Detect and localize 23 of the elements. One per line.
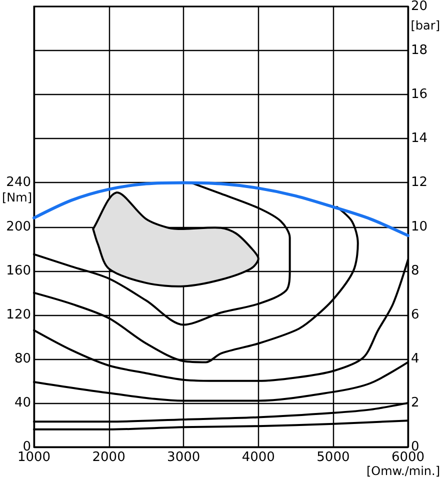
- y2-tick-label: 14: [411, 131, 428, 146]
- y-tick-label: 160: [6, 263, 31, 278]
- y-tick-label: 200: [6, 219, 31, 234]
- x-tick-label: 4000: [242, 450, 275, 465]
- y-tick-label: 40: [14, 395, 31, 410]
- y2-tick-label: 6: [411, 307, 420, 322]
- y-tick-label: 120: [6, 307, 31, 322]
- y-axis-title: [Nm]: [2, 190, 32, 205]
- y-tick-label: 240: [6, 175, 31, 190]
- y2-tick-label: 10: [411, 219, 428, 234]
- y-tick-label: 80: [14, 351, 31, 366]
- x-axis-title: [Omw./min.]: [366, 464, 440, 478]
- x-tick-label: 3000: [167, 450, 200, 465]
- y2-tick-label: 18: [411, 43, 428, 58]
- y2-tick-label: 16: [411, 87, 428, 102]
- y2-tick-label: 20: [411, 0, 428, 14]
- y2-tick-label: 2: [411, 395, 420, 410]
- y2-tick-label: 4: [411, 351, 420, 366]
- x-tick-label: 2000: [92, 450, 126, 465]
- y2-tick-label: 12: [411, 175, 428, 190]
- y2-axis-title: [bar]: [410, 18, 440, 32]
- x-tick-label: 5000: [316, 450, 350, 465]
- y2-tick-label: 8: [411, 263, 420, 278]
